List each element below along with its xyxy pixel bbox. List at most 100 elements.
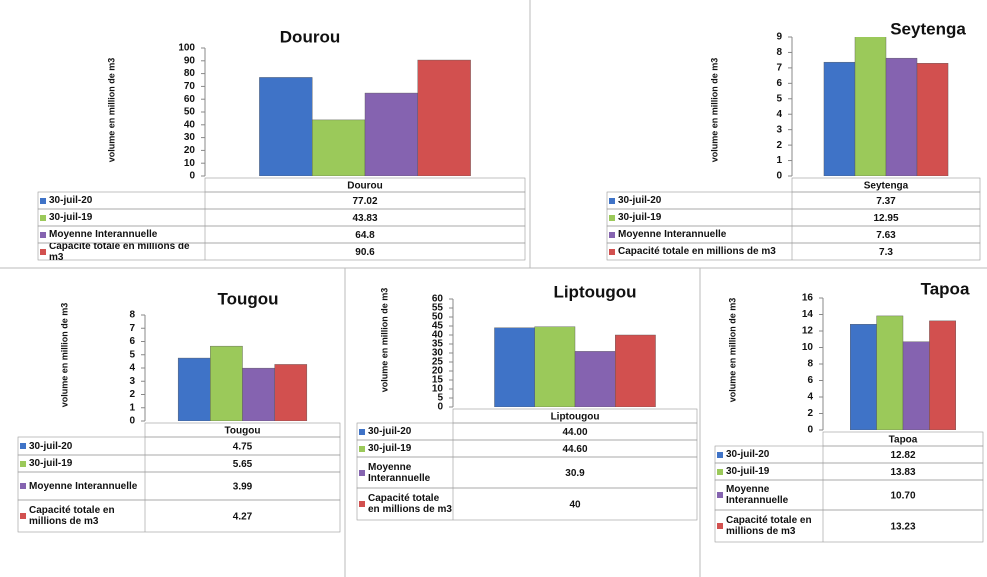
legend-label: 30-juil-19 xyxy=(726,466,770,477)
y-tick-label: 50 xyxy=(184,107,196,118)
y-tick-label: 50 xyxy=(432,312,444,323)
table-value: 12.95 xyxy=(873,213,898,224)
legend-entry: Capacité totale en millions de m3 xyxy=(715,510,823,542)
legend-swatch xyxy=(20,483,26,489)
table-value: 44.60 xyxy=(562,444,587,455)
legend-entry: Moyenne Interannuelle xyxy=(607,226,792,243)
chart-title: Tougou xyxy=(217,289,278,308)
legend-entry: 30-juil-19 xyxy=(607,209,792,226)
legend-swatch xyxy=(359,469,365,476)
table-row xyxy=(37,242,526,261)
table-value: 5.65 xyxy=(233,459,253,470)
bar xyxy=(854,37,887,176)
y-tick-label: 15 xyxy=(432,375,444,386)
y-tick-label: 4 xyxy=(129,363,135,374)
category-label: Tapoa xyxy=(889,435,918,446)
y-axis-label: volume en million de m3 xyxy=(379,288,389,393)
legend-cell: 30-juil-20 xyxy=(38,192,205,209)
legend-label: 30-juil-19 xyxy=(49,212,93,223)
legend-entry: 30-juil-20 xyxy=(715,446,823,463)
legend-label: 30-juil-20 xyxy=(618,195,662,206)
y-tick-label: 8 xyxy=(129,310,135,321)
table-value: 64.8 xyxy=(355,230,375,241)
y-tick-label: 30 xyxy=(432,348,444,359)
legend-entry: Capacité totale en millions de m3 xyxy=(18,500,145,532)
legend-swatch xyxy=(717,492,723,498)
y-tick-label: 20 xyxy=(432,366,444,377)
bar xyxy=(210,345,243,421)
category-label: Dourou xyxy=(347,181,383,192)
legend-cell: Moyenne Interannuelle xyxy=(717,484,789,506)
legend-label: Moyenne Interannuelle xyxy=(726,484,789,506)
y-tick-label: 9 xyxy=(776,32,782,43)
y-tick-label: 60 xyxy=(432,294,444,305)
legend-entry: 30-juil-19 xyxy=(357,440,453,457)
y-tick-label: 0 xyxy=(189,171,195,182)
legend-cell: 30-juil-19 xyxy=(607,209,792,226)
bar xyxy=(615,334,656,407)
legend-entry: Capacité totale en millions de m3 xyxy=(357,488,453,520)
y-tick-label: 7 xyxy=(776,63,782,74)
y-tick-label: 4 xyxy=(807,392,813,403)
legend-swatch xyxy=(40,248,46,255)
legend-entry: 30-juil-20 xyxy=(607,192,792,209)
legend-swatch xyxy=(359,428,365,435)
legend-swatch xyxy=(40,231,46,238)
y-tick-label: 2 xyxy=(776,140,782,151)
bar xyxy=(823,61,856,176)
legend-cell: 30-juil-19 xyxy=(357,440,453,457)
y-tick-label: 100 xyxy=(178,43,195,54)
legend-cell: 30-juil-20 xyxy=(607,192,792,209)
table-row xyxy=(17,499,341,533)
bar xyxy=(312,119,366,176)
table-value: 13.83 xyxy=(890,467,915,478)
y-tick-label: 0 xyxy=(807,425,813,436)
y-tick-label: 8 xyxy=(776,47,782,58)
y-tick-label: 5 xyxy=(776,93,782,104)
table-value: 43.83 xyxy=(352,213,377,224)
y-axis-label: volume en million de m3 xyxy=(727,298,737,403)
legend-cell: 30-juil-20 xyxy=(20,441,72,452)
legend-label: 30-juil-20 xyxy=(726,449,770,460)
table-value: 7.37 xyxy=(876,196,896,207)
table-value: 12.82 xyxy=(890,450,915,461)
y-tick-label: 1 xyxy=(776,155,782,166)
legend-cell: Capacité totale en millions de m3 xyxy=(609,246,776,257)
legend-entry: 30-juil-19 xyxy=(38,209,205,226)
table-value: 77.02 xyxy=(352,196,377,207)
table-value: 10.70 xyxy=(890,491,915,502)
legend-cell: Moyenne Interannuelle xyxy=(359,462,430,484)
y-tick-label: 0 xyxy=(437,402,443,413)
table-value: 4.27 xyxy=(233,512,253,523)
legend-cell: 30-juil-19 xyxy=(717,466,770,477)
legend-cell: Capacité totale en millions de m3 xyxy=(38,243,205,260)
y-tick-label: 10 xyxy=(802,342,814,353)
legend-label: Capacité totale en millions de m3 xyxy=(368,493,452,515)
legend-swatch xyxy=(20,513,26,519)
bar xyxy=(417,59,471,176)
legend-swatch xyxy=(609,214,615,221)
legend-label: Capacité totale en millions de m3 xyxy=(29,505,115,527)
y-axis-label: volume en million de m3 xyxy=(709,58,719,163)
y-tick-label: 2 xyxy=(807,408,813,419)
y-tick-label: 6 xyxy=(807,375,813,386)
y-tick-label: 40 xyxy=(184,119,196,130)
legend-entry: 30-juil-20 xyxy=(38,192,205,209)
y-tick-label: 16 xyxy=(802,293,814,304)
category-label: Tougou xyxy=(225,426,261,437)
legend-label: Moyenne Interannuelle xyxy=(49,229,158,240)
bar xyxy=(177,357,211,421)
legend-cell: Moyenne Interannuelle xyxy=(607,226,792,243)
y-tick-label: 30 xyxy=(184,132,196,143)
chart-title: Dourou xyxy=(280,27,340,46)
legend-swatch xyxy=(609,231,615,238)
legend-swatch xyxy=(20,460,26,467)
bar xyxy=(242,367,275,421)
legend-label: Moyenne Interannuelle xyxy=(29,480,138,492)
legend-cell: Moyenne Interannuelle xyxy=(40,229,158,240)
bar xyxy=(929,320,957,430)
table-row xyxy=(714,509,984,543)
category-label: Liptougou xyxy=(551,412,600,423)
legend-entry: Capacité totale en millions de m3 xyxy=(38,243,205,260)
